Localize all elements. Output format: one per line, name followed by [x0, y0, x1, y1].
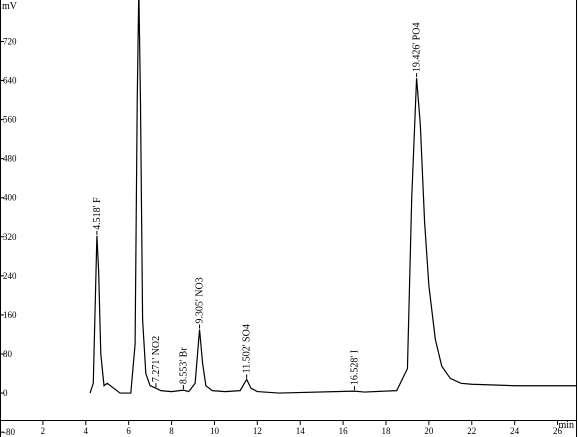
y-tick-label: 640 — [3, 76, 17, 86]
peak-label: 16.528' I — [349, 350, 360, 385]
peak-label: 8.553' Br — [178, 347, 189, 384]
x-tick-label: 14 — [296, 426, 306, 436]
x-tick-label: 16 — [339, 426, 349, 436]
x-tick-label: 8 — [169, 426, 174, 436]
peak-label: 9.305' NO3 — [195, 277, 206, 323]
signal-line — [89, 0, 577, 394]
y-tick-label: 240 — [3, 271, 17, 281]
y-tick-label: 400 — [3, 193, 17, 203]
x-tick-label: 6 — [126, 426, 131, 436]
x-tick-label: 24 — [510, 426, 520, 436]
x-axis-label: min — [558, 420, 574, 431]
x-tick-label: 26 — [553, 426, 563, 436]
y-axis-label: mV — [2, 1, 18, 12]
peak-label: 7.271' NO2 — [151, 336, 162, 382]
y-tick-label: 720 — [3, 37, 17, 47]
x-tick-label: 12 — [253, 426, 262, 436]
x-tick-label: 22 — [467, 426, 476, 436]
x-tick-label: 10 — [210, 426, 220, 436]
y-tick-label: 80 — [3, 349, 13, 359]
peak-label: 19.426' PO4 — [412, 23, 423, 73]
peak-label: 11.502' SO4 — [242, 324, 253, 373]
y-tick-label: 480 — [3, 154, 17, 164]
x-tick-label: 2 — [41, 426, 46, 436]
x-tick-label: 18 — [382, 426, 392, 436]
y-tick-label: 160 — [3, 310, 17, 320]
y-tick-label: 560 — [3, 115, 17, 125]
y-tick-label: 320 — [3, 232, 17, 242]
y-tick-label: 0 — [3, 388, 8, 398]
peak-label: 4.518' F — [92, 197, 103, 230]
x-tick-label: 4 — [84, 426, 89, 436]
x-tick-label: 20 — [424, 426, 434, 436]
y-tick-label: -80 — [3, 427, 15, 437]
